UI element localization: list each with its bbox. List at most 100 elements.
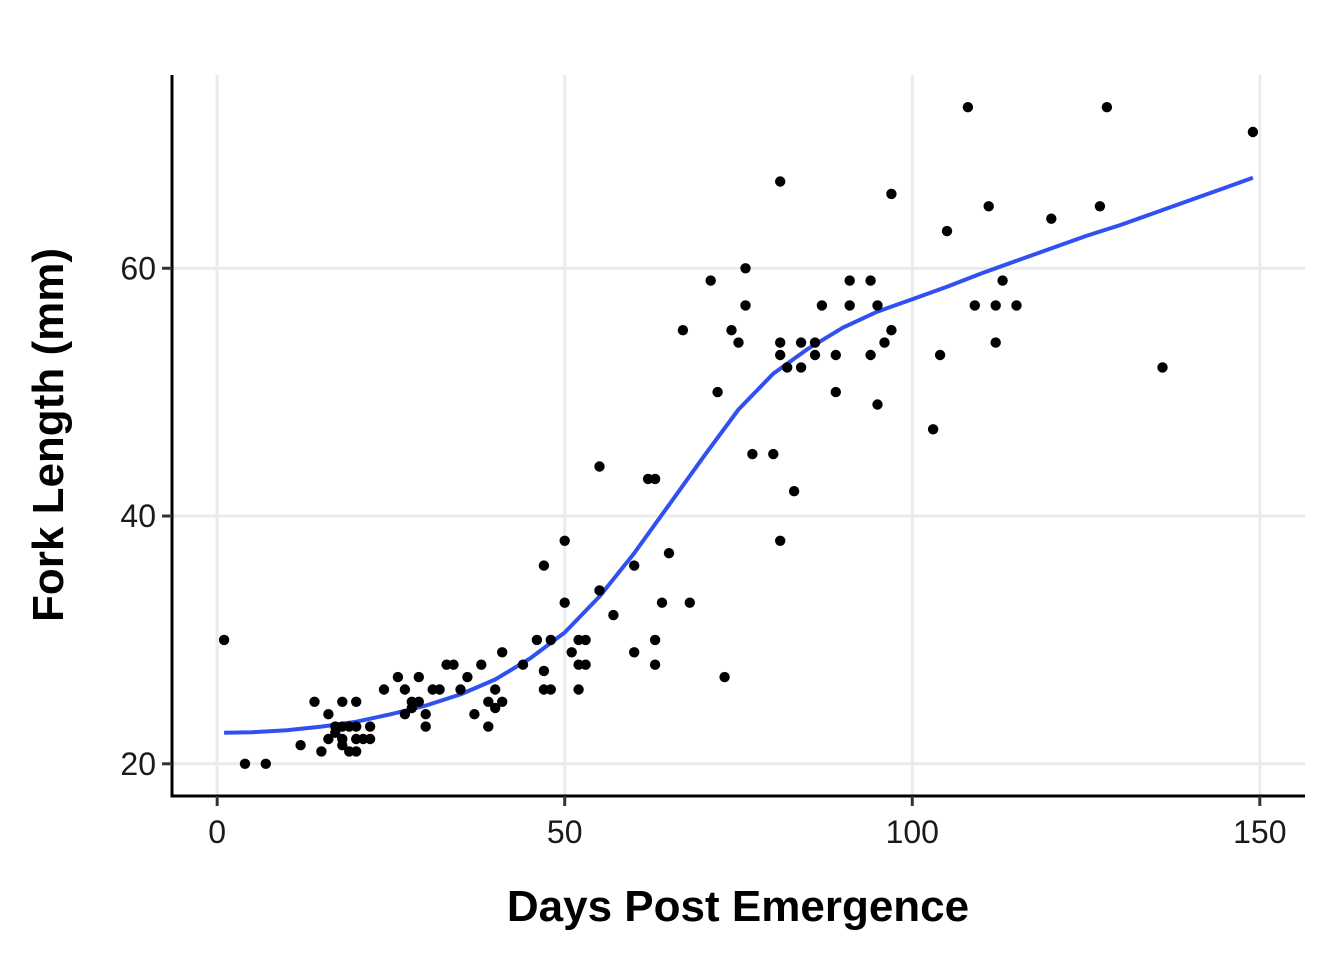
x-tick-label: 100	[886, 814, 939, 850]
data-point	[566, 647, 577, 658]
data-point	[886, 188, 897, 200]
data-point	[740, 263, 751, 274]
data-point	[608, 609, 619, 621]
data-point	[455, 684, 466, 695]
data-point	[580, 634, 591, 646]
data-point	[420, 721, 431, 732]
data-point	[483, 696, 494, 707]
data-point	[559, 535, 570, 546]
data-point	[490, 702, 501, 714]
data-point	[260, 758, 271, 769]
smooth-trend-line	[224, 175, 1254, 735]
data-point	[747, 448, 758, 460]
smooth-curve-layer	[224, 175, 1254, 735]
data-point	[927, 424, 939, 435]
data-point	[399, 709, 411, 720]
data-point	[580, 659, 591, 670]
x-tick-label: 150	[1233, 814, 1286, 850]
data-point	[629, 560, 640, 571]
data-points	[218, 102, 1259, 769]
data-point	[809, 349, 821, 361]
data-point	[705, 275, 716, 286]
data-point	[517, 659, 529, 670]
data-point	[677, 325, 689, 336]
data-point	[337, 696, 348, 707]
data-point	[809, 337, 821, 348]
x-tick-label: 50	[547, 814, 583, 850]
data-point	[1101, 102, 1113, 113]
data-point	[934, 349, 946, 361]
data-point	[782, 362, 793, 373]
data-point	[865, 275, 876, 286]
data-point	[684, 597, 695, 608]
data-point	[497, 647, 508, 658]
data-point	[378, 684, 390, 695]
data-point	[1157, 362, 1168, 373]
data-point	[1046, 213, 1057, 224]
data-point	[538, 560, 550, 571]
data-point	[1011, 300, 1022, 311]
data-point	[997, 275, 1008, 286]
data-point	[594, 461, 605, 472]
data-point	[663, 548, 675, 559]
data-point	[872, 300, 883, 311]
data-point	[309, 696, 320, 707]
data-point	[649, 659, 661, 670]
data-point	[775, 176, 786, 187]
data-point	[656, 597, 668, 608]
axes: 0 50 100 150 20 40 60	[120, 75, 1305, 850]
data-point	[351, 721, 362, 732]
x-axis-title: Days Post Emergence	[507, 882, 969, 931]
data-point	[295, 740, 306, 751]
y-tick-label: 60	[120, 250, 156, 286]
data-point	[538, 665, 550, 677]
data-point	[990, 300, 1001, 311]
data-point	[413, 696, 424, 707]
data-point	[364, 733, 376, 745]
y-tick-label: 40	[120, 498, 156, 534]
data-point	[969, 300, 980, 311]
data-point	[886, 325, 897, 336]
data-point	[775, 337, 786, 348]
data-point	[1094, 201, 1106, 212]
data-point	[990, 337, 1001, 348]
x-tick-label: 0	[208, 814, 226, 850]
data-point	[872, 399, 883, 410]
data-point	[941, 225, 953, 237]
data-point	[649, 634, 661, 646]
data-point	[775, 535, 786, 546]
data-point	[795, 362, 807, 373]
grid-lines	[172, 75, 1305, 796]
data-point	[865, 349, 876, 361]
data-point	[712, 386, 723, 398]
data-point	[844, 275, 855, 286]
y-tick-label: 20	[120, 746, 156, 782]
data-point	[983, 201, 994, 212]
data-point	[830, 349, 841, 361]
data-point	[364, 721, 376, 732]
data-point	[830, 386, 841, 398]
data-point	[726, 325, 737, 336]
data-point	[323, 733, 334, 745]
data-point	[573, 684, 584, 695]
data-point	[719, 671, 730, 683]
data-point	[337, 733, 348, 745]
data-point	[816, 300, 828, 311]
data-point	[490, 684, 501, 695]
data-point	[239, 758, 251, 769]
data-point	[420, 709, 431, 720]
data-point	[962, 102, 974, 113]
data-point	[476, 659, 487, 670]
data-point	[483, 721, 494, 732]
data-point	[740, 300, 751, 311]
data-point	[413, 671, 424, 683]
data-point	[795, 337, 807, 348]
data-point	[323, 709, 334, 720]
data-point	[594, 585, 605, 596]
data-point	[768, 448, 779, 460]
y-axis-title: Fork Length (mm)	[24, 248, 73, 622]
data-point	[545, 634, 556, 646]
data-point	[629, 647, 640, 658]
data-point	[733, 337, 744, 348]
